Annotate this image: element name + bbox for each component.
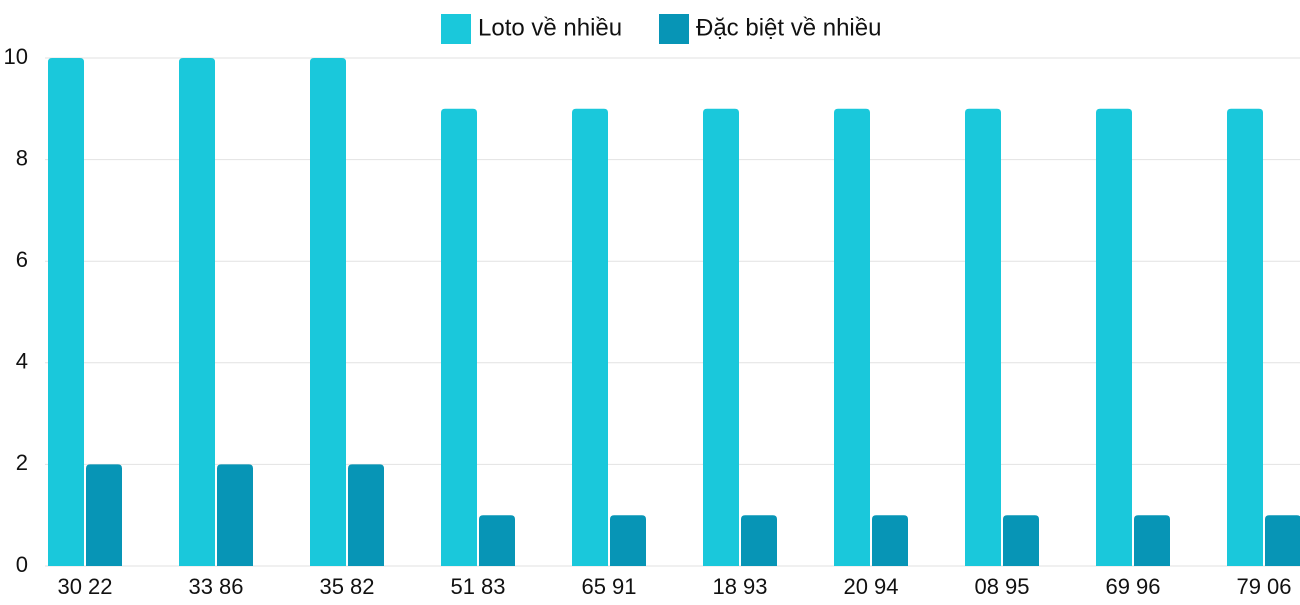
bar xyxy=(1003,515,1039,566)
bar xyxy=(1134,515,1170,566)
x-tick-label: 30 22 xyxy=(57,574,112,599)
bar xyxy=(872,515,908,566)
x-tick-label: 20 94 xyxy=(843,574,898,599)
y-tick-label: 4 xyxy=(16,349,28,374)
bar xyxy=(48,58,84,566)
y-tick-label: 8 xyxy=(16,145,28,170)
x-tick-label: 08 95 xyxy=(974,574,1029,599)
legend-swatch xyxy=(441,14,471,44)
x-tick-label: 69 96 xyxy=(1105,574,1160,599)
bar xyxy=(1265,515,1300,566)
bar xyxy=(1096,108,1132,567)
bar xyxy=(217,464,253,566)
bar xyxy=(1227,108,1263,567)
bar xyxy=(441,108,477,567)
y-tick-label: 2 xyxy=(16,450,28,475)
x-tick-label: 18 93 xyxy=(712,574,767,599)
bar xyxy=(572,108,608,567)
bar xyxy=(348,464,384,566)
bar xyxy=(479,515,515,566)
y-tick-label: 0 xyxy=(16,552,28,577)
x-tick-label: 51 83 xyxy=(450,574,505,599)
legend-label: Loto về nhiều xyxy=(478,14,622,41)
x-tick-label: 33 86 xyxy=(188,574,243,599)
bar xyxy=(179,58,215,566)
legend-swatch xyxy=(659,14,689,44)
x-tick-label: 79 06 xyxy=(1236,574,1291,599)
x-tick-label: 65 91 xyxy=(581,574,636,599)
bar xyxy=(310,58,346,566)
x-tick-label: 35 82 xyxy=(319,574,374,599)
bar xyxy=(610,515,646,566)
legend-label: Đặc biệt về nhiều xyxy=(696,14,881,41)
bar xyxy=(86,464,122,566)
bar xyxy=(834,108,870,567)
y-tick-label: 10 xyxy=(4,44,28,69)
bar xyxy=(741,515,777,566)
y-tick-label: 6 xyxy=(16,247,28,272)
bar xyxy=(703,108,739,567)
bar xyxy=(965,108,1001,567)
